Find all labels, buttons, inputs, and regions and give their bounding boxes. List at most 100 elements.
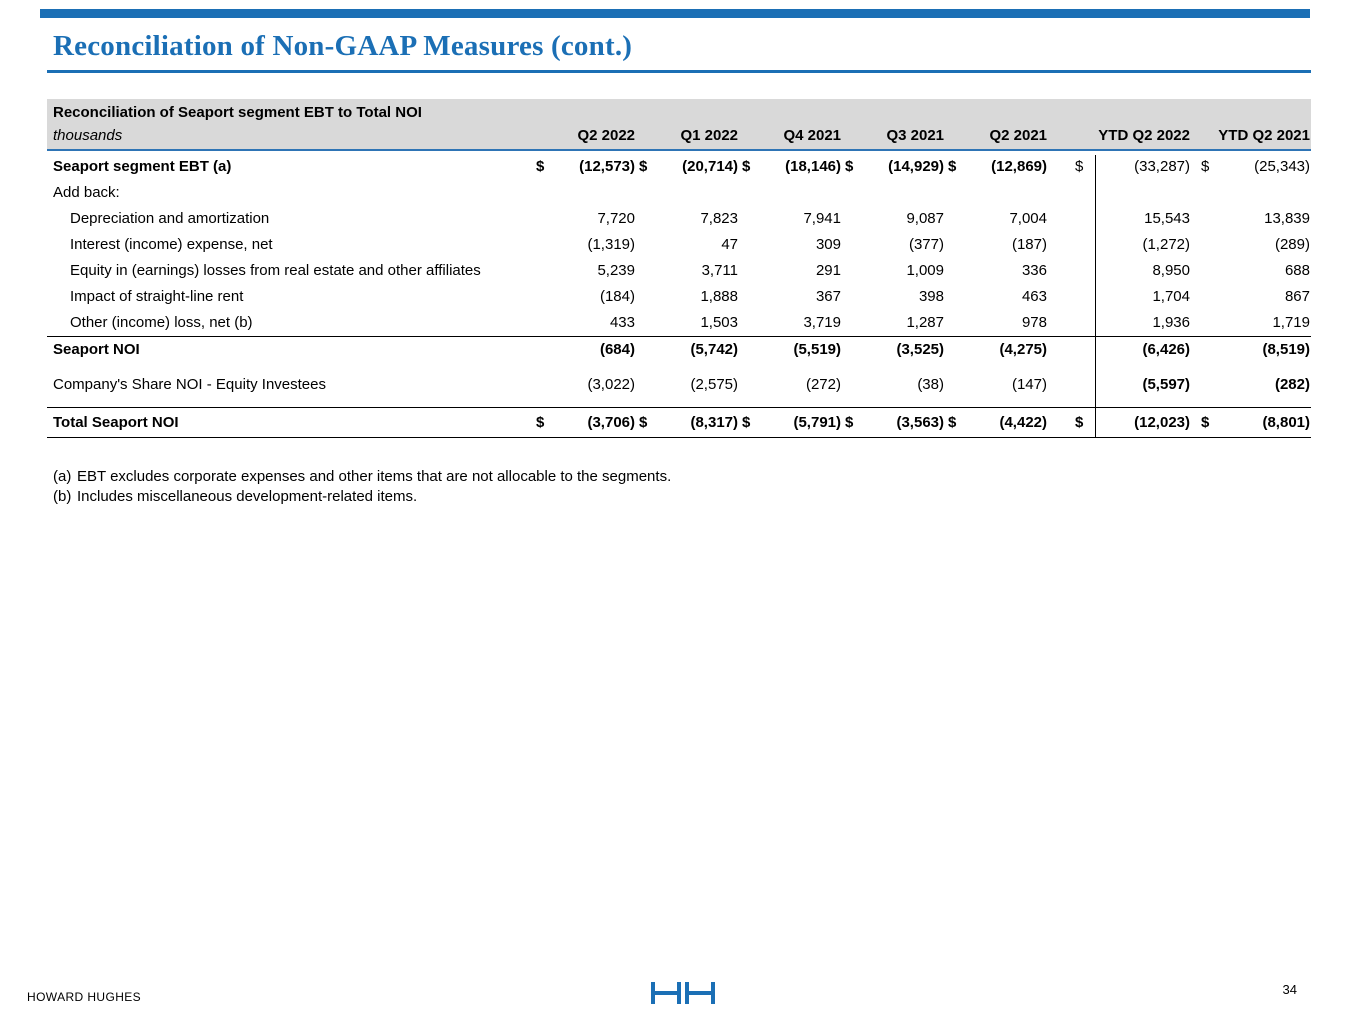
table-row: Total Seaport NOI $ (3,706) $ (8,317) $ (5,791… (47, 407, 1311, 438)
value-cell: $ (3,563) (842, 414, 945, 431)
cell-value: 978 (1021, 314, 1047, 331)
column-header: YTD Q2 2022 (1098, 127, 1190, 144)
value-cell: $ (4,422) (945, 414, 1048, 431)
value-cell: $ (18,146) (739, 158, 842, 175)
cell-value: (12,023) (1134, 414, 1190, 431)
value-cell: (3,022) (533, 376, 636, 393)
value-cell: 398 (842, 288, 945, 305)
row-label: Company's Share NOI - Equity Investees (53, 376, 326, 393)
value-cell: (5,597) (1048, 376, 1190, 393)
row-label: Add back: (53, 184, 120, 201)
dollar-sign: $ (639, 158, 648, 175)
cell-value: (1,272) (1142, 236, 1190, 253)
cell-value: (2,575) (690, 376, 738, 393)
cell-value: 8,950 (1152, 262, 1190, 279)
ytd-group: $ (12,023) $ (8,801) (1048, 414, 1311, 431)
cell-value: 1,888 (700, 288, 738, 305)
cell-value: 463 (1021, 288, 1047, 305)
footnote-b: (b) Includes miscellaneous development-r… (53, 487, 671, 507)
cell-value: (33,287) (1134, 158, 1190, 175)
cell-value: (3,563) (896, 414, 944, 431)
cell-value: (20,714) (682, 158, 738, 175)
value-cell: (184) (533, 288, 636, 305)
dollar-sign: $ (536, 158, 545, 175)
table-row: Other (income) loss, net (b) 433 1,503 3,71… (47, 310, 1311, 336)
cell-value: 3,711 (701, 262, 738, 279)
value-cell: $ (12,869) (945, 158, 1048, 175)
page-title: Reconciliation of Non-GAAP Measures (con… (53, 30, 633, 62)
dollar-sign: $ (845, 158, 854, 175)
cell-value: (12,869) (991, 158, 1047, 175)
cell-value: 367 (815, 288, 841, 305)
column-header: Q1 2022 (680, 127, 738, 144)
row-label: Total Seaport NOI (53, 414, 179, 431)
value-cell: 1,719 (1190, 314, 1311, 331)
row-label: Equity in (earnings) losses from real es… (70, 262, 481, 279)
cell-value: 336 (1021, 262, 1047, 279)
footnote-text: Includes miscellaneous development-relat… (77, 488, 418, 505)
column-header: Q4 2021 (783, 127, 841, 144)
cell-value: (5,791) (793, 414, 841, 431)
ytd-group: 1,936 1,719 (1048, 314, 1311, 331)
cell-value: (3,525) (896, 341, 944, 358)
footnote-marker: (a) (53, 468, 72, 485)
cell-value: 15,543 (1144, 210, 1190, 227)
value-cell: 7,941 (739, 210, 842, 227)
value-cell: 367 (739, 288, 842, 305)
cell-value: 867 (1284, 288, 1310, 305)
value-cell: (272) (739, 376, 842, 393)
ytd-group-header: YTD Q2 2022 YTD Q2 2021 (1048, 127, 1311, 144)
value-cell: 1,936 (1048, 314, 1190, 331)
cell-value: 1,287 (906, 314, 944, 331)
cell-value: (25,343) (1254, 158, 1310, 175)
dollar-sign: $ (536, 414, 545, 431)
reconciliation-table: Reconciliation of Seaport segment EBT to… (47, 99, 1311, 438)
cell-value: (8,317) (690, 414, 738, 431)
value-cell: 1,287 (842, 314, 945, 331)
footnote-text: EBT excludes corporate expenses and othe… (77, 468, 672, 485)
dollar-sign: $ (1201, 158, 1210, 175)
column-header: Q3 2021 (886, 127, 944, 144)
table-body: Seaport segment EBT (a) $ (12,573) $ (20,714… (47, 151, 1311, 438)
value-cell: $ (33,287) (1048, 158, 1190, 175)
cell-value: 688 (1284, 262, 1310, 279)
cell-value: (6,426) (1142, 341, 1190, 358)
row-label: Interest (income) expense, net (70, 236, 273, 253)
cell-value: (4,275) (999, 341, 1047, 358)
value-cell: 463 (945, 288, 1048, 305)
value-cell: (289) (1190, 236, 1311, 253)
column-header: YTD Q2 2021 (1218, 127, 1310, 144)
dollar-sign: $ (948, 158, 957, 175)
ytd-group: 8,950 688 (1048, 262, 1311, 279)
ytd-group: 1,704 867 (1048, 288, 1311, 305)
value-cell: 1,009 (842, 262, 945, 279)
dollar-sign: $ (948, 414, 957, 431)
cell-value: (4,422) (999, 414, 1047, 431)
cell-value: (272) (805, 376, 841, 393)
row-label: Seaport segment EBT (a) (53, 158, 232, 175)
row-label: Depreciation and amortization (70, 210, 270, 227)
cell-value: 5,239 (597, 262, 635, 279)
cell-value: (377) (908, 236, 944, 253)
value-cell: 13,839 (1190, 210, 1311, 227)
ytd-group: 15,543 13,839 (1048, 210, 1311, 227)
dollar-sign: $ (1075, 414, 1084, 431)
table-row: Seaport NOI (684) (5,742) (5,519) (3,525) (4,… (47, 336, 1311, 363)
footnote-marker: (b) (53, 488, 72, 505)
page-number: 34 (1282, 982, 1297, 997)
column-header: Q2 2021 (989, 127, 1047, 144)
cell-value: (5,597) (1142, 376, 1190, 393)
cell-value: (14,929) (888, 158, 944, 175)
dollar-sign: $ (1201, 414, 1210, 431)
cell-value: (684) (599, 341, 635, 358)
value-cell: (5,742) (636, 341, 739, 358)
value-cell: $ (12,023) (1048, 414, 1190, 431)
value-cell: (684) (533, 341, 636, 358)
value-cell: 688 (1190, 262, 1311, 279)
ytd-group: (6,426) (8,519) (1048, 341, 1311, 358)
value-cell: (377) (842, 236, 945, 253)
footer-company-name: HOWARD HUGHES (27, 990, 142, 1004)
value-cell: (3,525) (842, 341, 945, 358)
table-row: Interest (income) expense, net (1,319) 47 3… (47, 232, 1311, 258)
